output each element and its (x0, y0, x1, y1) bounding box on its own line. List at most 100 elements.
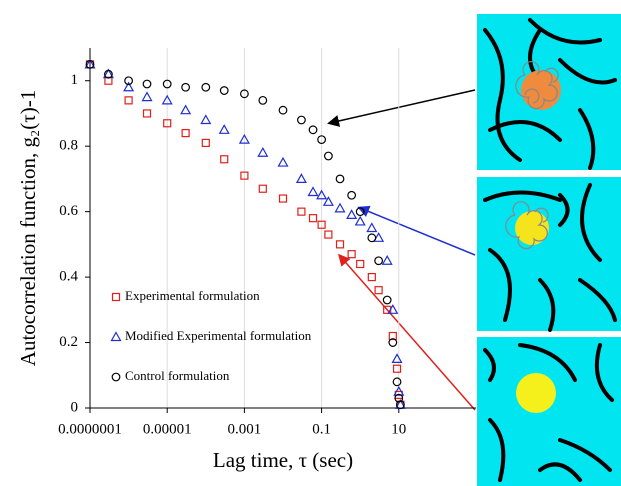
legend-label: Modified Experimental formulation (125, 328, 312, 343)
point (335, 174, 345, 184)
point (278, 105, 288, 115)
point (124, 96, 133, 105)
point (392, 364, 402, 373)
polymer (505, 201, 549, 250)
point (322, 196, 334, 206)
point (395, 400, 405, 410)
x-tick-label: 0.1 (312, 421, 331, 437)
legend-label: Experimental formulation (125, 288, 260, 303)
point (258, 95, 268, 105)
legend-label: Control formulation (125, 368, 230, 383)
point (381, 255, 393, 265)
particle (521, 70, 561, 110)
point (141, 91, 153, 102)
point (307, 186, 319, 197)
legend-marker (111, 292, 121, 302)
point (220, 155, 229, 164)
y-axis-title: Autocorrelation function, g₂(τ)-1 (16, 90, 40, 366)
point (278, 194, 288, 203)
point (374, 286, 383, 295)
y-tick-label: 0.2 (59, 334, 78, 350)
point (201, 82, 211, 92)
point (356, 259, 365, 269)
point (387, 304, 399, 314)
point (257, 147, 269, 157)
fiber (483, 183, 617, 332)
point (366, 222, 378, 233)
point (218, 124, 230, 134)
legend-marker (111, 372, 121, 382)
point (297, 207, 306, 216)
point (161, 94, 173, 105)
fiber (483, 343, 614, 482)
panel (477, 177, 621, 331)
point (373, 232, 385, 242)
point (367, 272, 376, 282)
point (180, 104, 192, 115)
point (277, 156, 289, 167)
point (219, 86, 229, 95)
point (388, 338, 398, 347)
x-tick-label: 10 (391, 421, 406, 437)
point (162, 79, 172, 89)
point (239, 89, 249, 99)
point (367, 233, 377, 243)
point (388, 331, 397, 341)
point (393, 385, 405, 396)
polymer (515, 61, 559, 110)
point (123, 81, 135, 92)
point (308, 214, 318, 223)
point (335, 240, 345, 249)
y-tick-label: 0.8 (59, 138, 78, 154)
arrows (327, 89, 476, 411)
point (258, 184, 267, 193)
y-tick-label: 0 (71, 399, 79, 415)
legend-marker (110, 331, 122, 342)
point (347, 190, 357, 200)
point (295, 173, 307, 184)
arrow (327, 89, 476, 127)
point (200, 114, 212, 125)
point (297, 115, 306, 125)
point (323, 151, 333, 161)
point (308, 125, 318, 135)
x-tick-label: 0.001 (228, 421, 262, 437)
point (124, 76, 134, 86)
arrow (338, 253, 476, 411)
point (355, 207, 365, 217)
chart: Lag time, τ (sec) Autocorrelation functi… (16, 48, 476, 472)
point (201, 138, 210, 148)
point (391, 353, 403, 364)
point (392, 377, 402, 387)
point (382, 295, 392, 305)
y-tick-label: 1 (71, 72, 79, 88)
point (238, 133, 250, 144)
point (163, 119, 172, 128)
point (85, 59, 95, 69)
point (316, 189, 328, 200)
particle (516, 373, 556, 413)
point (142, 109, 152, 118)
point (317, 220, 326, 229)
point (317, 135, 327, 145)
y-tick-label: 0.6 (59, 203, 78, 219)
point (104, 69, 113, 79)
point (142, 79, 152, 89)
y-tick-label: 0.4 (59, 269, 78, 285)
point (374, 256, 384, 266)
particle (515, 211, 549, 245)
point (240, 171, 249, 180)
point (181, 128, 190, 138)
x-tick-label: 0.00001 (143, 421, 192, 437)
point (346, 209, 358, 220)
x-axis-title: Lag time, τ (sec) (213, 448, 353, 472)
fiber (483, 18, 617, 170)
arrow (357, 205, 476, 256)
x-tick-label: 0.0000001 (58, 421, 122, 437)
legend: Experimental formulation Modified Experim… (110, 288, 312, 383)
point (334, 202, 346, 213)
point (394, 393, 404, 403)
point (347, 250, 356, 259)
point (354, 215, 366, 226)
